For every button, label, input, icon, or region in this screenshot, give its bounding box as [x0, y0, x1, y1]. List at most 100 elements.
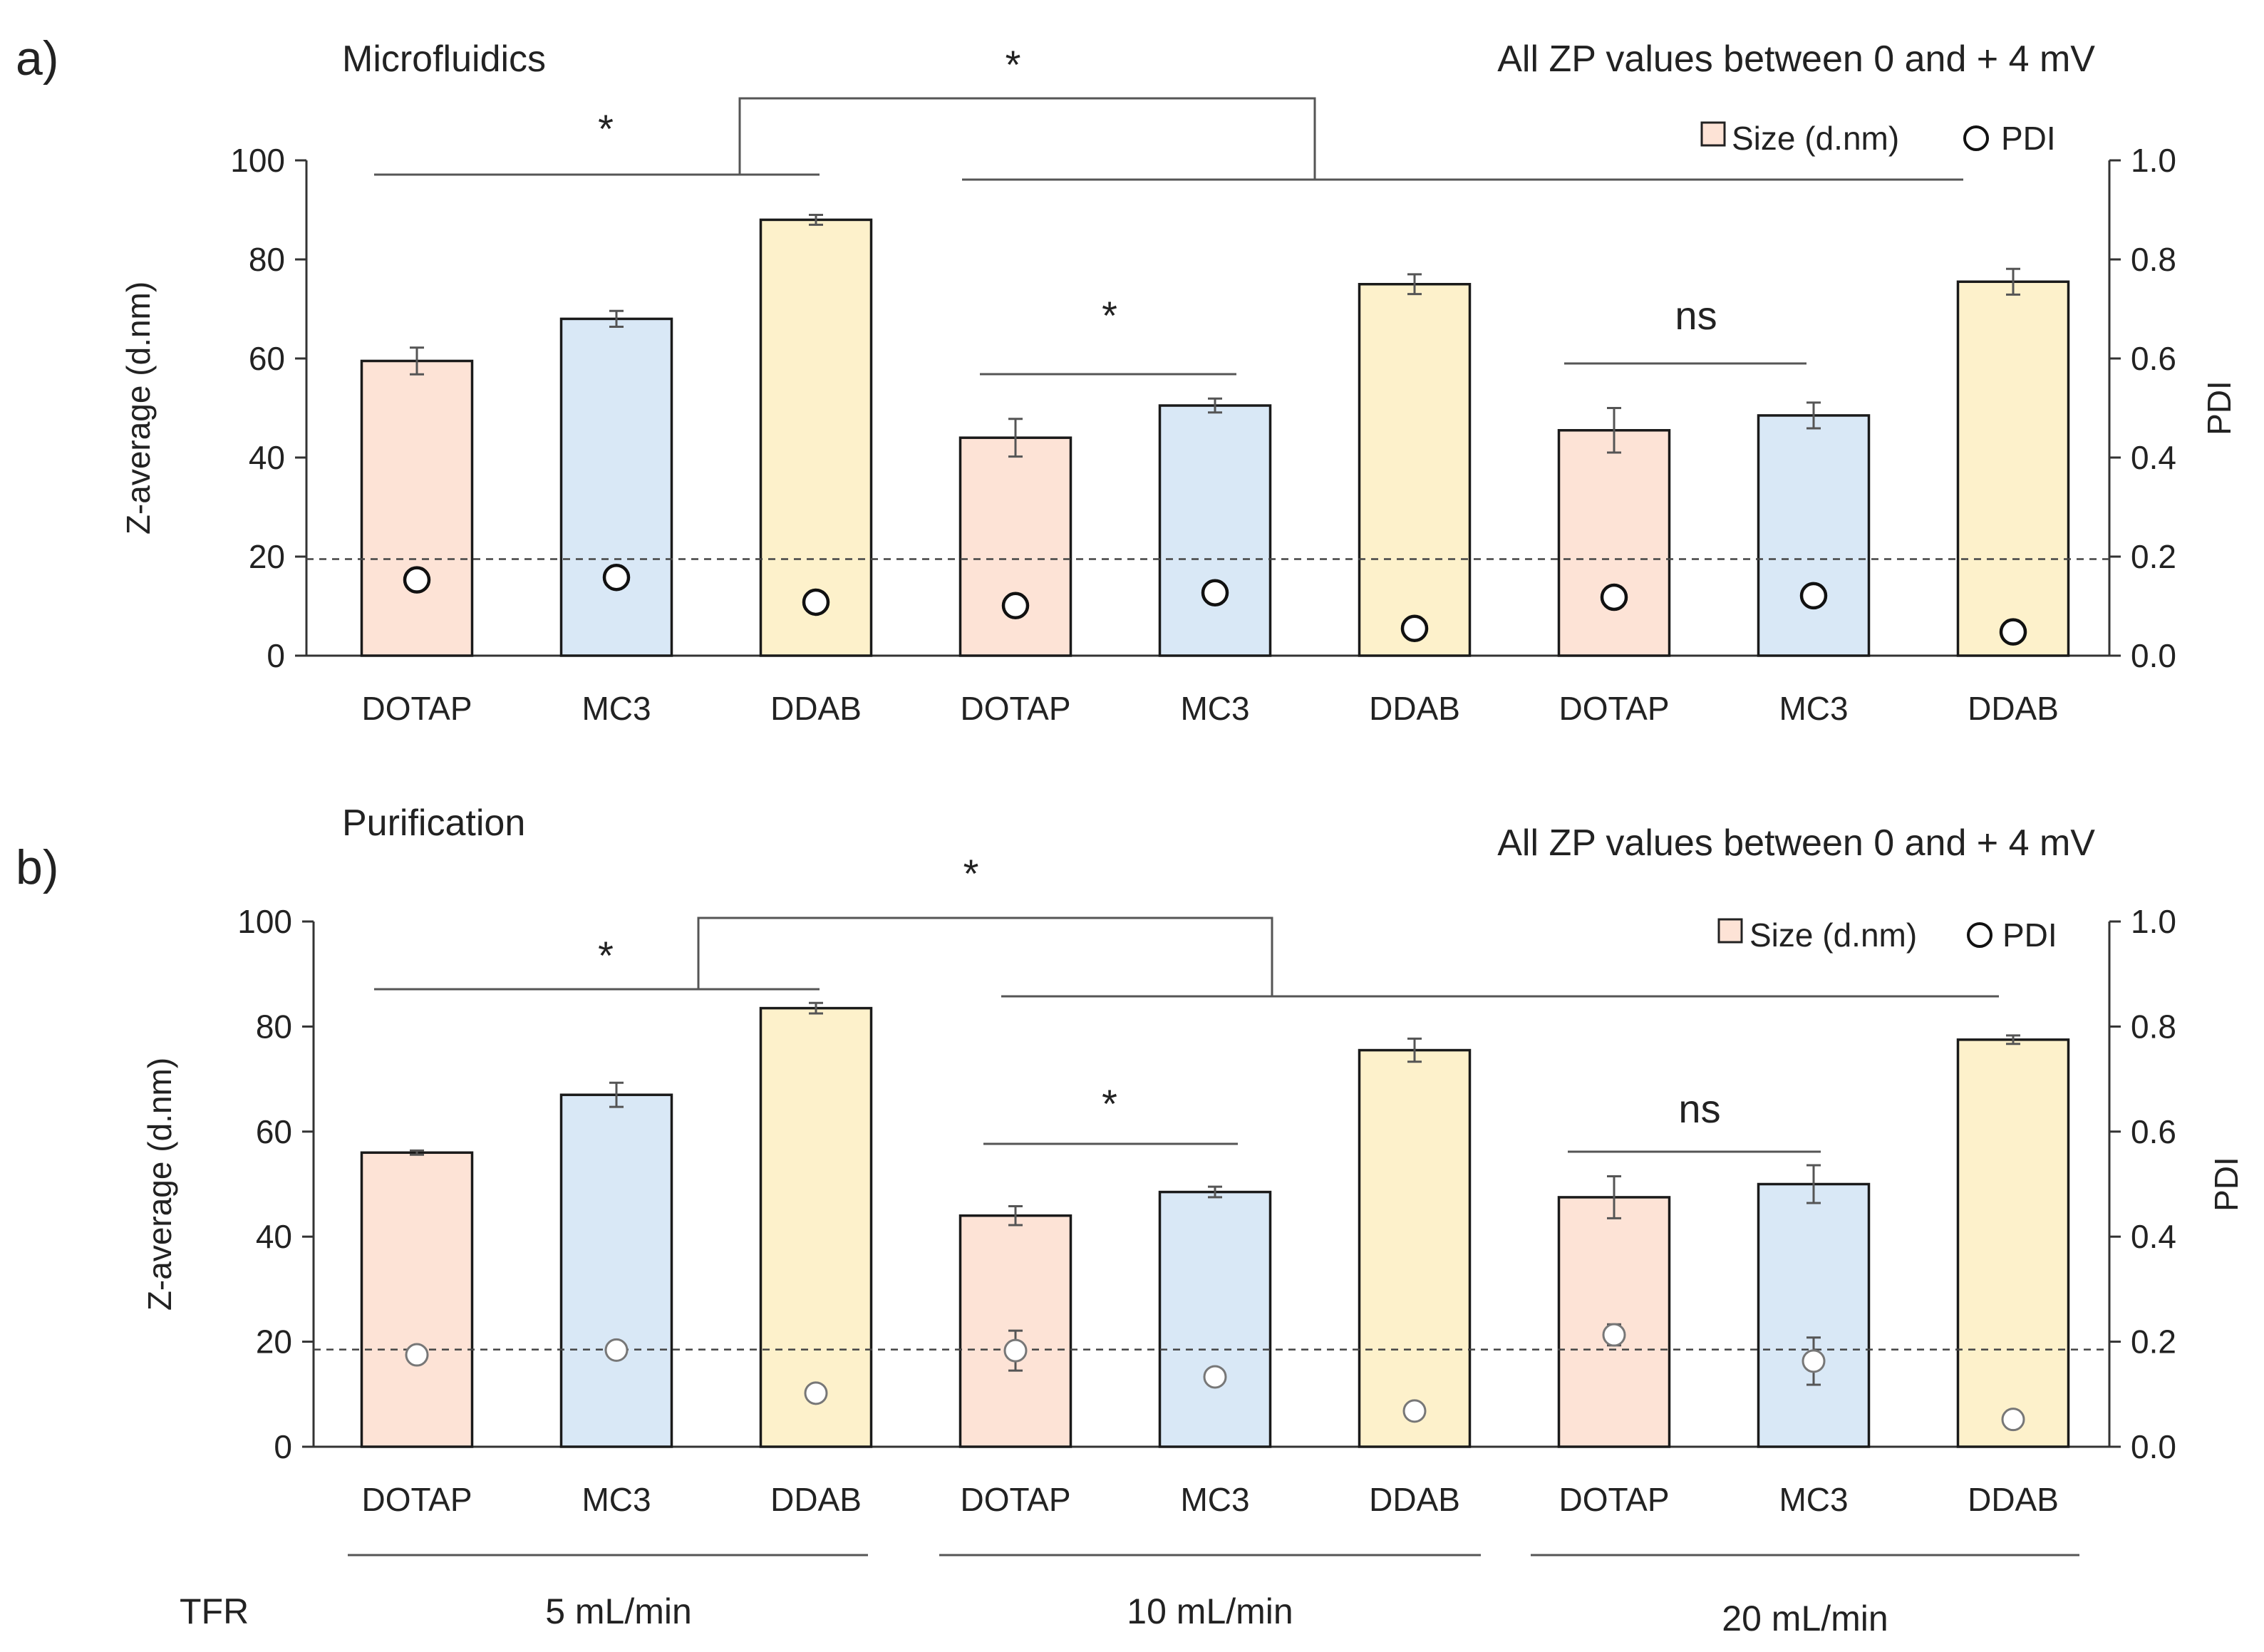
panel-label: a): [16, 31, 58, 86]
panel-a: a) Microfluidics All ZP values between 0 a…: [16, 31, 2238, 727]
pdi-point: [1802, 1349, 1826, 1373]
pdi-point: [1001, 592, 1030, 620]
bar-ddab: [1956, 1038, 2070, 1448]
tfr-group-20: 20 mL/min: [1722, 1599, 1888, 1638]
y2-axis-title: PDI: [2201, 381, 2238, 435]
category-label: MC3: [1180, 1481, 1249, 1518]
pdi-point: [1201, 579, 1229, 606]
pdi-point: [604, 1338, 629, 1362]
y-tick-label: 60: [249, 340, 285, 377]
y2-tick-label: 0.2: [2131, 538, 2176, 575]
y2-tick-label: 1.0: [2131, 903, 2176, 940]
y2-tick-label: 0.0: [2131, 1428, 2176, 1465]
y2-tick-label: 0.8: [2131, 241, 2176, 278]
pdi-point: [405, 1343, 429, 1367]
pdi-point: [1602, 1323, 1626, 1347]
category-label: DDAB: [770, 1481, 862, 1518]
panel-title: Purification: [342, 802, 525, 844]
bar-mc3: [559, 317, 673, 657]
category-label: DOTAP: [361, 690, 472, 727]
panel-title: Microfluidics: [342, 38, 546, 80]
category-label: DOTAP: [1559, 1481, 1669, 1518]
group-significance-label: *: [1006, 42, 1021, 87]
tfr-group-10: 10 mL/min: [1127, 1591, 1293, 1631]
significance-label: *: [598, 933, 614, 978]
bar-mc3: [559, 1093, 673, 1448]
pdi-point: [1999, 618, 2027, 646]
significance-label: *: [598, 106, 614, 151]
tfr-group-5: 5 mL/min: [545, 1591, 692, 1631]
y-tick-label: 80: [256, 1008, 292, 1045]
pdi-point: [1003, 1338, 1028, 1363]
y-axis-title: Z-average (d.nm): [141, 1058, 178, 1311]
bar-ddab: [759, 1006, 873, 1448]
group-bracket-connector: [738, 97, 1316, 180]
legend-pdi-label: PDI: [2002, 917, 2057, 954]
category-label: MC3: [1779, 690, 1848, 727]
y-tick-label: 0: [267, 637, 285, 674]
legend-size-label: Size (d.nm): [1732, 120, 1899, 157]
zp-note: All ZP values between 0 and + 4 mV: [1497, 38, 2095, 80]
bar-dotap: [360, 359, 474, 657]
category-label: MC3: [581, 1481, 651, 1518]
bar-mc3: [1158, 1190, 1272, 1448]
legend-pdi-label: PDI: [2001, 120, 2056, 157]
category-label: DDAB: [1968, 1481, 2059, 1518]
category-label: MC3: [581, 690, 651, 727]
y2-tick-label: 0.2: [2131, 1323, 2176, 1361]
pdi-point: [1400, 614, 1429, 643]
y2-tick-label: 0.4: [2131, 1218, 2176, 1255]
pdi-point: [1600, 583, 1628, 611]
y-axis-title: Z-average (d.nm): [120, 282, 157, 535]
tfr-label: TFR: [180, 1591, 249, 1631]
bar-ddab: [1358, 283, 1472, 657]
category-label: DDAB: [1369, 1481, 1460, 1518]
bar-dotap: [1557, 1196, 1671, 1448]
y2-axis-title: PDI: [2208, 1157, 2245, 1212]
pdi-point: [802, 588, 830, 616]
legend-size-label: Size (d.nm): [1749, 917, 1917, 954]
pdi-point: [403, 566, 431, 594]
y2-tick-label: 0.0: [2131, 637, 2176, 674]
legend-size-swatch: [1700, 121, 1726, 147]
significance-label: ns: [1678, 1086, 1720, 1131]
y2-tick-label: 0.8: [2131, 1008, 2176, 1045]
legend-pdi-marker: [1963, 125, 1989, 151]
y2-tick-label: 0.4: [2131, 439, 2176, 476]
panel-label: b): [16, 840, 58, 894]
bar-mc3: [1158, 404, 1272, 657]
legend-size-swatch: [1717, 918, 1743, 944]
significance-label: ns: [1675, 293, 1717, 338]
y-tick-label: 40: [256, 1218, 292, 1255]
tfr-footer: TFR 5 mL/min 10 mL/min 20 mL/min: [180, 1554, 2079, 1638]
y2-tick-label: 1.0: [2131, 142, 2176, 179]
bar-dotap: [360, 1151, 474, 1448]
legend-pdi-marker: [1967, 922, 1992, 948]
y-tick-label: 80: [249, 241, 285, 278]
group-significance-label: *: [963, 851, 979, 896]
y-tick-label: 0: [274, 1428, 292, 1465]
category-label: DOTAP: [361, 1481, 472, 1518]
y-tick-label: 20: [256, 1323, 292, 1361]
pdi-point: [2001, 1408, 2025, 1432]
category-label: DDAB: [1369, 690, 1460, 727]
y-tick-label: 20: [249, 538, 285, 575]
category-label: MC3: [1779, 1481, 1848, 1518]
bar-dotap: [1557, 429, 1671, 657]
y-tick-label: 40: [249, 439, 285, 476]
bar-mc3: [1757, 1182, 1871, 1448]
category-label: DOTAP: [960, 690, 1070, 727]
zp-note: All ZP values between 0 and + 4 mV: [1497, 822, 2095, 864]
pdi-point: [1402, 1399, 1427, 1423]
bar-ddab: [1358, 1048, 1472, 1448]
significance-label: *: [1102, 1081, 1117, 1126]
group-bracket-connector: [697, 917, 1273, 996]
category-label: MC3: [1180, 690, 1249, 727]
y-tick-label: 60: [256, 1113, 292, 1150]
y-tick-label: 100: [230, 142, 285, 179]
pdi-point: [1799, 582, 1828, 610]
pdi-point: [602, 563, 631, 592]
y2-tick-label: 0.6: [2131, 340, 2176, 377]
y-tick-label: 100: [237, 903, 292, 940]
